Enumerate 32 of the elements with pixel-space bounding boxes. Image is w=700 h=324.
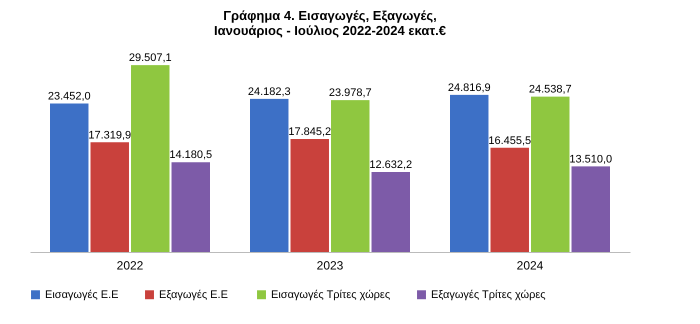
bar <box>290 138 329 252</box>
bar <box>490 148 529 252</box>
data-label: 16.455,5 <box>488 134 532 147</box>
chart-title: Γράφημα 4. Εισαγωγές, Εξαγωγές, Ιανουάριος - Ιούλιος 2022-2024 εκατ.€ <box>214 8 446 38</box>
x-tick-label: 2023 <box>316 258 344 272</box>
legend-label: Εξαγωγές Τρίτες χώρες <box>431 288 546 301</box>
bar <box>531 96 570 252</box>
x-tick-label: 2024 <box>516 258 544 272</box>
data-label: 17.845,2 <box>288 126 332 138</box>
bar <box>572 166 610 252</box>
legend-label: Εισαγωγές Ε.Ε <box>45 288 119 301</box>
data-label: 12.632,2 <box>369 158 412 171</box>
bar <box>50 103 88 252</box>
data-label: 23.978,7 <box>328 87 372 100</box>
legend-label: Εισαγωγές Τρίτες χώρες <box>271 288 390 301</box>
bar <box>372 172 410 252</box>
data-label: 23.452,0 <box>48 90 91 102</box>
legend-label: Εξαγωγές Ε.Ε <box>159 288 228 301</box>
data-label: 24.538,7 <box>528 84 572 96</box>
bar <box>90 142 129 252</box>
bar <box>250 98 288 252</box>
data-label: 24.816,9 <box>448 82 491 94</box>
bar <box>131 65 170 252</box>
x-tick-label: 2022 <box>116 258 144 272</box>
data-label: 29.507,1 <box>128 52 172 64</box>
data-label: 13.510,0 <box>569 153 612 166</box>
data-label: 24.182,3 <box>248 86 291 98</box>
bar <box>331 100 370 252</box>
bar <box>172 162 210 252</box>
data-label: 14.180,5 <box>169 149 212 162</box>
data-label: 17.319,9 <box>88 129 132 142</box>
bar <box>450 94 488 252</box>
